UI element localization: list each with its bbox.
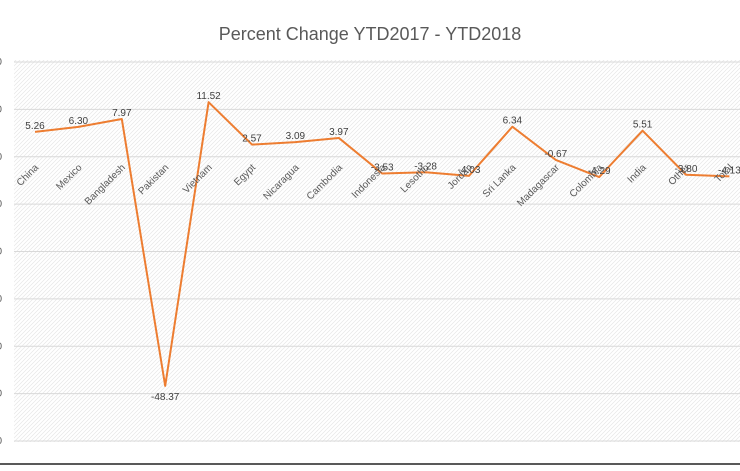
chart-title: Percent Change YTD2017 - YTD2018 (219, 24, 522, 44)
data-label: 7.97 (112, 108, 132, 119)
data-label: 3.97 (329, 127, 349, 138)
y-tick-label: 20 (0, 57, 2, 68)
data-label: 6.30 (69, 116, 89, 127)
data-label: 5.51 (633, 120, 653, 131)
data-label: 3.09 (286, 131, 306, 142)
data-label: -3.28 (414, 161, 437, 172)
y-tick-label: -10 (0, 199, 2, 210)
data-label: -4.29 (588, 166, 611, 177)
data-label: -0.67 (544, 149, 567, 160)
y-tick-label: -50 (0, 389, 2, 400)
y-tick-label: 10 (0, 104, 2, 115)
data-label: -48.37 (151, 392, 180, 403)
y-tick-label: -60 (0, 436, 2, 447)
series-line (34, 101, 730, 387)
data-label: 2.57 (242, 134, 262, 145)
data-label: -4.13 (718, 165, 740, 176)
y-tick-label: 0 (0, 152, 2, 163)
data-label: 5.26 (25, 121, 45, 132)
y-tick-label: -30 (0, 294, 2, 305)
data-label: -3.53 (371, 162, 394, 173)
y-tick-label: -40 (0, 341, 2, 352)
data-label: 11.52 (196, 91, 221, 102)
data-label: -4.03 (458, 165, 481, 176)
y-tick-label: -20 (0, 247, 2, 258)
data-label: 6.34 (503, 116, 523, 127)
data-label: -3.80 (675, 164, 698, 175)
